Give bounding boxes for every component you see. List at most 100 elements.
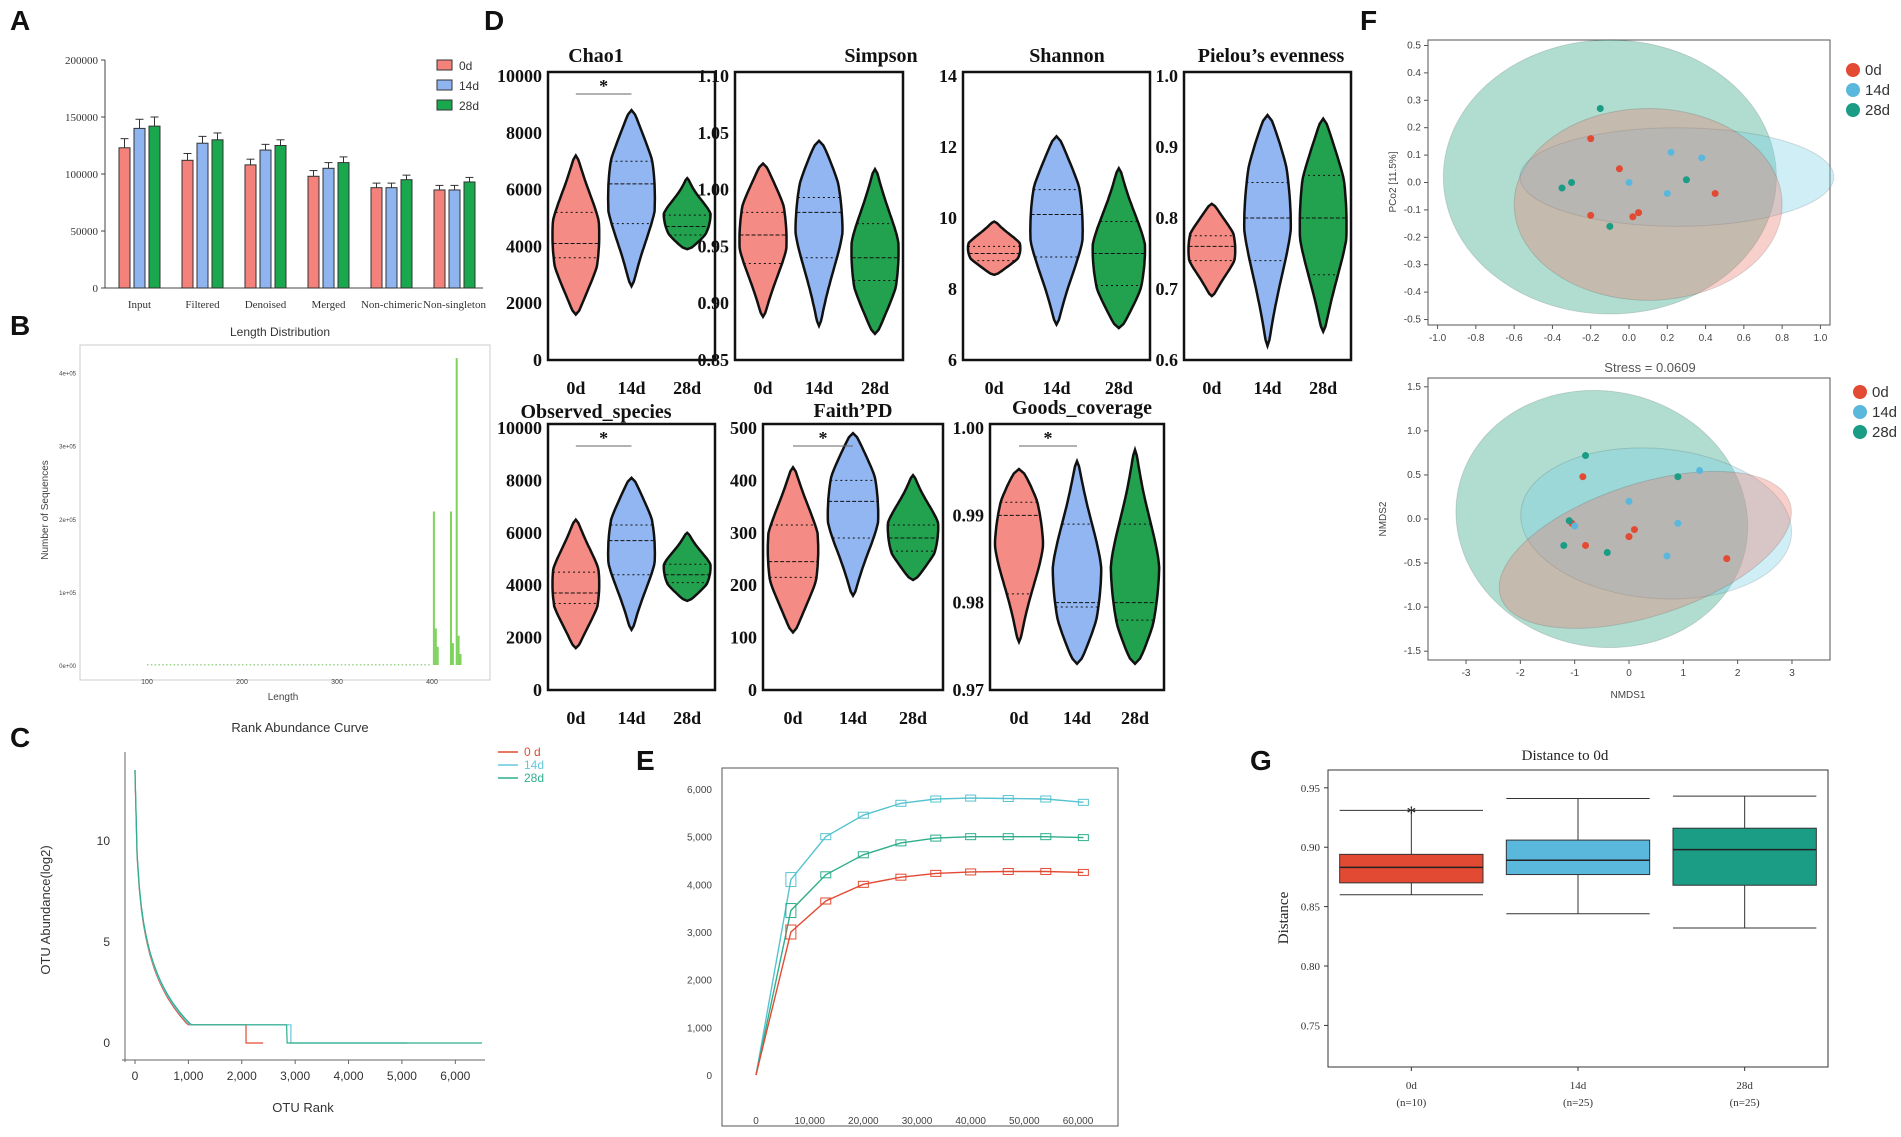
f2-legend-label: 14d: [1872, 404, 1897, 421]
f2-xtick-label: 0: [1626, 668, 1632, 679]
d-ytick-label: 400: [730, 470, 757, 490]
f1-xtick-label: 1.0: [1813, 333, 1827, 344]
b-baseline-dot: [340, 664, 343, 666]
f2-ellipse-28d: [1455, 389, 1749, 649]
f2-point-0d: [1625, 533, 1633, 541]
b-baseline-dot: [397, 664, 400, 666]
b-baseline-dot: [226, 664, 229, 666]
e-point-box: [1002, 833, 1014, 841]
d-plot-chao1: Chao1 0 2000 4000 6000 8000 10000 0d 14d 28d *: [497, 45, 717, 398]
panel-label-e: E: [636, 745, 655, 776]
d-xtick-label: 0d: [566, 708, 585, 728]
f1-ellipse-28d: [1442, 39, 1777, 315]
f1-ytick-label: 0.4: [1407, 68, 1421, 79]
d-sig-star: *: [819, 428, 828, 448]
g-xtick-label: 14d: [1570, 1080, 1587, 1092]
b-baseline-dot: [283, 664, 286, 666]
e-ytick-label: 1,000: [687, 1023, 712, 1034]
b-baseline-dot: [147, 664, 149, 666]
e-xtick-label: 20,000: [848, 1116, 879, 1127]
b-baseline-dot: [200, 664, 202, 666]
f1-point-0d: [1629, 213, 1637, 221]
a-bar-0d: [118, 147, 131, 289]
d-ytick-label: 4000: [506, 575, 542, 595]
f2-ytick-label: -1.5: [1404, 646, 1422, 657]
b-bar: [434, 628, 437, 665]
b-baseline-dot: [314, 664, 316, 666]
g-xtick-label: 28d: [1736, 1080, 1753, 1092]
f1-ytick-label: -0.1: [1404, 205, 1422, 216]
e-point-box: [930, 795, 942, 803]
f2-point-0d: [1582, 541, 1590, 549]
a-bar-0d: [181, 159, 194, 289]
b-baseline-dot: [299, 664, 301, 666]
d-plot-faith-pd: Faith’PD 0 100 200 300 400 500 0d 14d 28d *: [730, 400, 945, 728]
f2-legend-label: 28d: [1872, 424, 1897, 441]
f1-point-28d: [1568, 179, 1576, 186]
d-ytick-label: 4000: [506, 236, 542, 256]
a-legend-swatch: [436, 59, 453, 71]
b-bar: [459, 654, 462, 665]
e-point-box: [930, 834, 942, 842]
d-violin-0d: [1187, 202, 1237, 298]
c-ytick-label: 5: [103, 935, 110, 949]
d-ytick-label: 6000: [506, 523, 542, 543]
b-baseline-dot: [344, 664, 347, 666]
a-bar-28d: [211, 139, 224, 289]
c-xtick-label: 6,000: [440, 1069, 470, 1083]
a-bar-14d: [322, 167, 335, 289]
d-sig-star: *: [1044, 428, 1053, 448]
e-point-box: [820, 897, 832, 905]
g-n-label: (n=25): [1563, 1097, 1593, 1109]
f1-point-0d: [1587, 135, 1595, 143]
e-ytick-label: 4,000: [687, 880, 712, 891]
a-bar-0d: [433, 189, 446, 289]
f2-plot-frame: [1427, 377, 1831, 661]
f1-ytick-label: 0.1: [1407, 150, 1421, 161]
e-point-box: [895, 873, 907, 881]
c-legend-label: 28d: [524, 771, 544, 785]
b-baseline-dot: [287, 664, 290, 666]
a-xtick-label: Non-singleton: [423, 299, 486, 311]
c-xtick-label: 3,000: [280, 1069, 310, 1083]
b-baseline-dot: [272, 664, 274, 666]
d-plot-title: Shannon: [1029, 45, 1105, 67]
f2-point-28d: [1565, 517, 1573, 525]
b-baseline-dot: [325, 664, 328, 666]
g-box-0d: 0d (n=10): [1339, 809, 1484, 1109]
d-ytick-label: 0: [748, 680, 757, 700]
d-violin-28d: [662, 176, 712, 251]
f2-point-14d: [1696, 467, 1704, 475]
e-point-box: [1002, 867, 1014, 875]
f2-point-28d: [1582, 452, 1590, 460]
d-xtick-label: 0d: [783, 708, 802, 728]
f1-point-28d: [1596, 105, 1604, 113]
panel-g-boxplot: Distance to 0d Distance 0.75 0.80 0.85 0.90…: [1276, 748, 1829, 1109]
b-bar: [450, 511, 452, 665]
b-xtick-label: 200: [236, 679, 248, 686]
d-violin-14d: [606, 108, 657, 289]
d-ytick-label: 1.05: [698, 123, 730, 143]
e-xtick-label: 30,000: [902, 1116, 933, 1127]
e-point-box: [1040, 795, 1052, 803]
f1-point-14d: [1663, 189, 1671, 197]
b-baseline-dot: [337, 664, 339, 666]
d-ytick-label: 10: [939, 208, 957, 228]
a-bar-0d: [307, 175, 320, 289]
d-xtick-label: 14d: [1042, 378, 1070, 398]
b-baseline-dot: [188, 664, 191, 666]
e-ytick-label: 0: [706, 1071, 712, 1082]
c-line-0d: [134, 770, 264, 1044]
f2-ytick-label: -0.5: [1404, 558, 1422, 569]
panel-label-c: C: [10, 722, 30, 753]
d-plot-pielou-s-evenness: Pielou’s evenness 0.6 0.7 0.8 0.9 1.0 0d 14d 28d: [1156, 45, 1353, 398]
a-bar-28d: [400, 179, 413, 289]
g-box-14d: 14d (n=25): [1505, 798, 1651, 1109]
f1-point-28d: [1558, 184, 1566, 192]
b-ytick-label: 1e+05: [59, 591, 77, 597]
b-baseline-dot: [219, 664, 221, 666]
c-ylabel: OTU Abundance(log2): [38, 845, 53, 974]
e-point-box: [857, 880, 869, 888]
f2-ytick-label: 0.0: [1407, 514, 1421, 525]
d-xtick-label: 28d: [1309, 378, 1337, 398]
